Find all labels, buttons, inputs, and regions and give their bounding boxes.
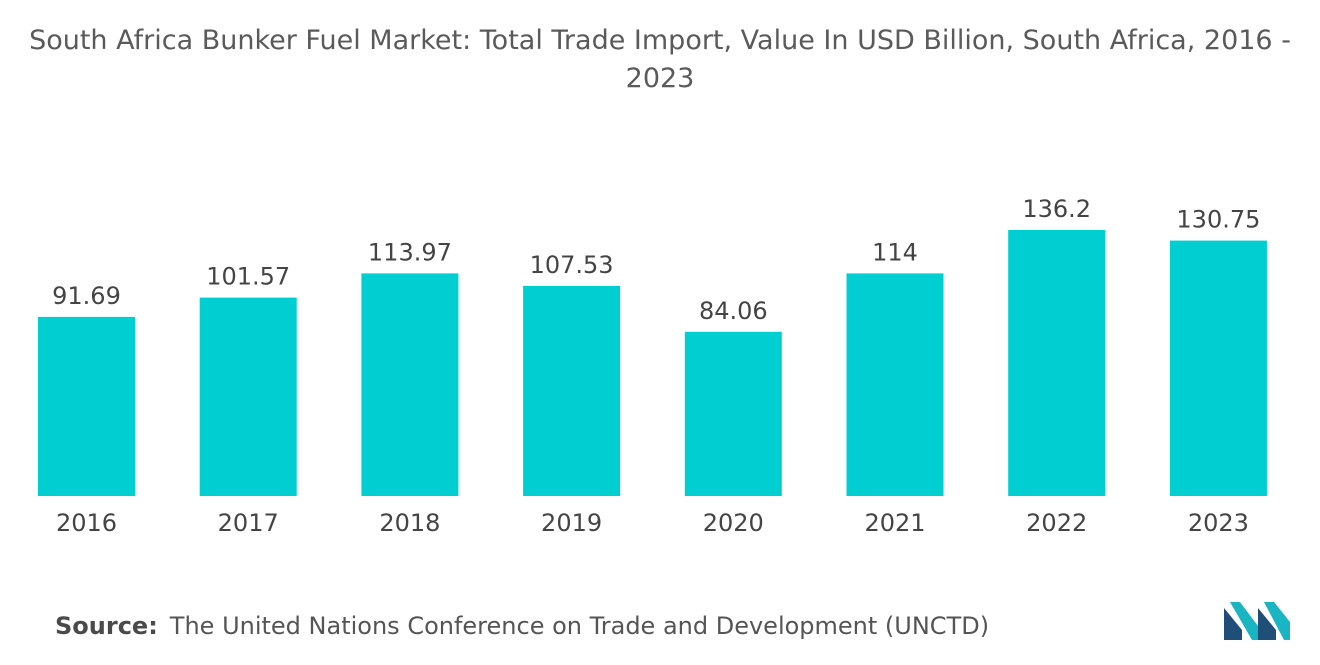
x-tick-2023: 2023: [1188, 509, 1249, 537]
bar-2021: [846, 273, 944, 496]
x-tick-2019: 2019: [541, 509, 602, 537]
value-label-2019: 107.53: [530, 251, 614, 279]
x-tick-2017: 2017: [218, 509, 279, 537]
value-label-2021: 114: [872, 238, 918, 266]
mordor-logo-icon: [1224, 602, 1290, 640]
bar-2020: [684, 331, 782, 496]
value-label-2023: 130.75: [1176, 206, 1260, 234]
value-label-2017: 101.57: [206, 263, 290, 291]
source-text: The United Nations Conference on Trade a…: [169, 612, 990, 640]
x-tick-2020: 2020: [703, 509, 764, 537]
bar-2016: [38, 316, 135, 496]
x-tick-2016: 2016: [56, 509, 117, 537]
source-note: Source: The United Nations Conference on …: [55, 612, 989, 640]
x-axis-tick-labels: 2016 2017 2018 2019 2020 2021 2022 2023: [56, 509, 1249, 537]
chart-title: South Africa Bunker Fuel Market: Total T…: [29, 25, 1291, 94]
bar-2017: [199, 297, 297, 496]
bar-2022: [1008, 230, 1106, 496]
x-tick-2022: 2022: [1026, 509, 1087, 537]
bar-2019: [523, 286, 621, 496]
value-label-2022: 136.2: [1022, 195, 1091, 223]
bar-2023: [1169, 240, 1267, 496]
bar-2018: [361, 273, 459, 496]
value-label-2020: 84.06: [699, 297, 768, 325]
bar-chart: 91.69 101.57 113.97 107.53 84.06 114 136.2 130.…: [38, 195, 1267, 537]
value-label-2018: 113.97: [368, 238, 452, 266]
value-label-2016: 91.69: [52, 282, 121, 310]
value-labels-group: 91.69 101.57 113.97 107.53 84.06 114 136.2 130.…: [52, 195, 1260, 325]
bars-group: [38, 230, 1267, 496]
x-tick-2021: 2021: [864, 509, 925, 537]
source-label: Source:: [55, 612, 158, 640]
x-tick-2018: 2018: [379, 509, 440, 537]
